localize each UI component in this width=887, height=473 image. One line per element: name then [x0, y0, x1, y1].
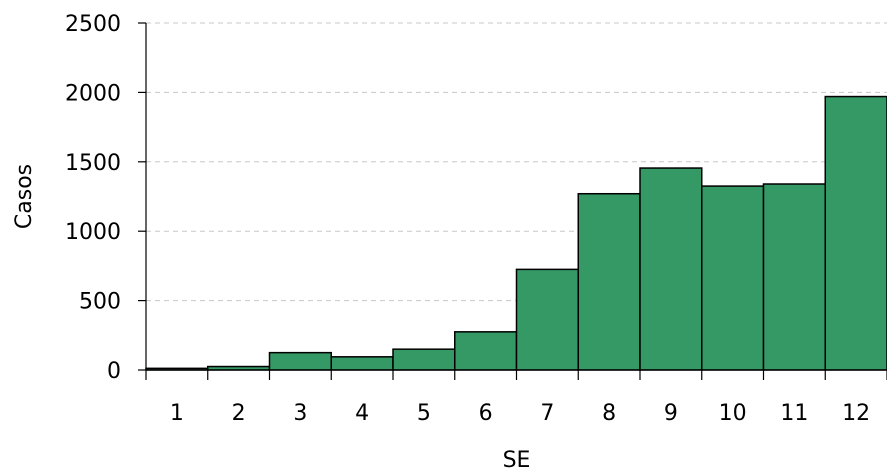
y-tick-label-2500: 2500: [65, 12, 121, 37]
y-tick-label-2000: 2000: [65, 81, 121, 106]
x-tick-label-11: 11: [780, 401, 808, 426]
y-tick-label-0: 0: [107, 359, 121, 384]
x-tick-label-12: 12: [842, 401, 870, 426]
x-tick-label-9: 9: [664, 401, 678, 426]
y-tick-label-1000: 1000: [65, 220, 121, 245]
bar-se-5: [392, 348, 456, 371]
bar-se-3: [268, 351, 332, 371]
bar-se-10: [701, 185, 765, 371]
y-tick-label-1500: 1500: [65, 151, 121, 176]
x-tick-label-1: 1: [170, 401, 184, 426]
bar-se-11: [762, 183, 826, 371]
x-tick-label-3: 3: [293, 401, 307, 426]
bar-se-8: [577, 192, 641, 371]
x-tick-label-2: 2: [232, 401, 246, 426]
bar-se-7: [515, 268, 579, 371]
x-tick-label-5: 5: [417, 401, 431, 426]
x-tick-label-4: 4: [355, 401, 369, 426]
x-axis-title: SE: [503, 448, 531, 473]
bar-se-4: [330, 356, 394, 371]
y-tick-labels: 0 500 1000 1500 2000 2500: [65, 12, 146, 384]
y-axis-title: Casos: [12, 164, 37, 229]
x-tick-label-6: 6: [479, 401, 493, 426]
bar-se-9: [639, 167, 703, 371]
bar-se-12: [824, 95, 887, 371]
x-tick-label-10: 10: [719, 401, 747, 426]
x-tick-labels: 1 2 3 4 5 6 7 8 9 10 11 12: [145, 370, 887, 426]
x-tick-label-7: 7: [540, 401, 554, 426]
bars-group: [145, 95, 887, 371]
bar-se-6: [454, 331, 518, 371]
x-tick-label-8: 8: [602, 401, 616, 426]
y-tick-label-500: 500: [79, 290, 121, 315]
